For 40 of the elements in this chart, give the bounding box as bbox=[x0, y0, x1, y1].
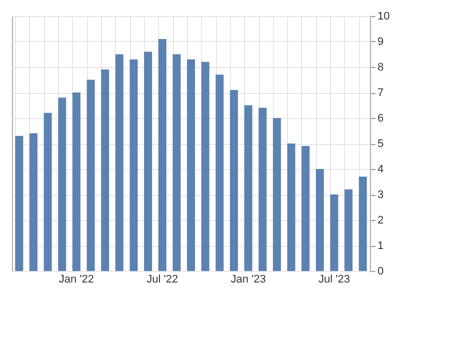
bar bbox=[130, 59, 138, 271]
y-tick-label: 6 bbox=[378, 112, 384, 124]
bar bbox=[158, 38, 166, 271]
bar bbox=[344, 189, 353, 271]
bar bbox=[258, 108, 267, 271]
bar bbox=[287, 144, 296, 271]
bar bbox=[72, 92, 80, 271]
y-tick-label: 8 bbox=[378, 62, 384, 74]
bar bbox=[187, 59, 195, 271]
x-tick-label: Jan '23 bbox=[230, 274, 266, 286]
y-tick-label: 5 bbox=[378, 138, 384, 150]
bar bbox=[230, 90, 238, 271]
bar bbox=[216, 74, 224, 271]
bar bbox=[201, 62, 210, 271]
y-tick-label: 10 bbox=[378, 10, 390, 22]
bar bbox=[358, 176, 367, 271]
y-tick-label: 3 bbox=[378, 189, 384, 201]
y-tick-label: 9 bbox=[378, 36, 384, 48]
bar bbox=[101, 70, 110, 271]
y-tick-label: 7 bbox=[378, 87, 384, 99]
bar bbox=[244, 105, 252, 271]
bar bbox=[44, 112, 52, 271]
bar bbox=[58, 98, 66, 271]
y-tick-label: 2 bbox=[378, 214, 384, 226]
x-tick-label: Jul '22 bbox=[146, 274, 178, 286]
bar bbox=[15, 136, 24, 271]
x-tick-label: Jul '23 bbox=[318, 274, 350, 286]
x-tick-label: Jan '22 bbox=[58, 274, 94, 286]
bar bbox=[302, 146, 310, 271]
y-tick-label: 4 bbox=[378, 164, 384, 176]
y-tick-label: 1 bbox=[378, 240, 384, 252]
bar bbox=[272, 118, 281, 271]
bar bbox=[144, 52, 152, 271]
bar bbox=[115, 54, 124, 271]
y-tick-label: 0 bbox=[378, 266, 384, 278]
bar bbox=[29, 133, 38, 271]
bar bbox=[86, 80, 95, 271]
bar bbox=[172, 54, 181, 271]
bar bbox=[316, 169, 324, 271]
bar bbox=[330, 194, 338, 271]
